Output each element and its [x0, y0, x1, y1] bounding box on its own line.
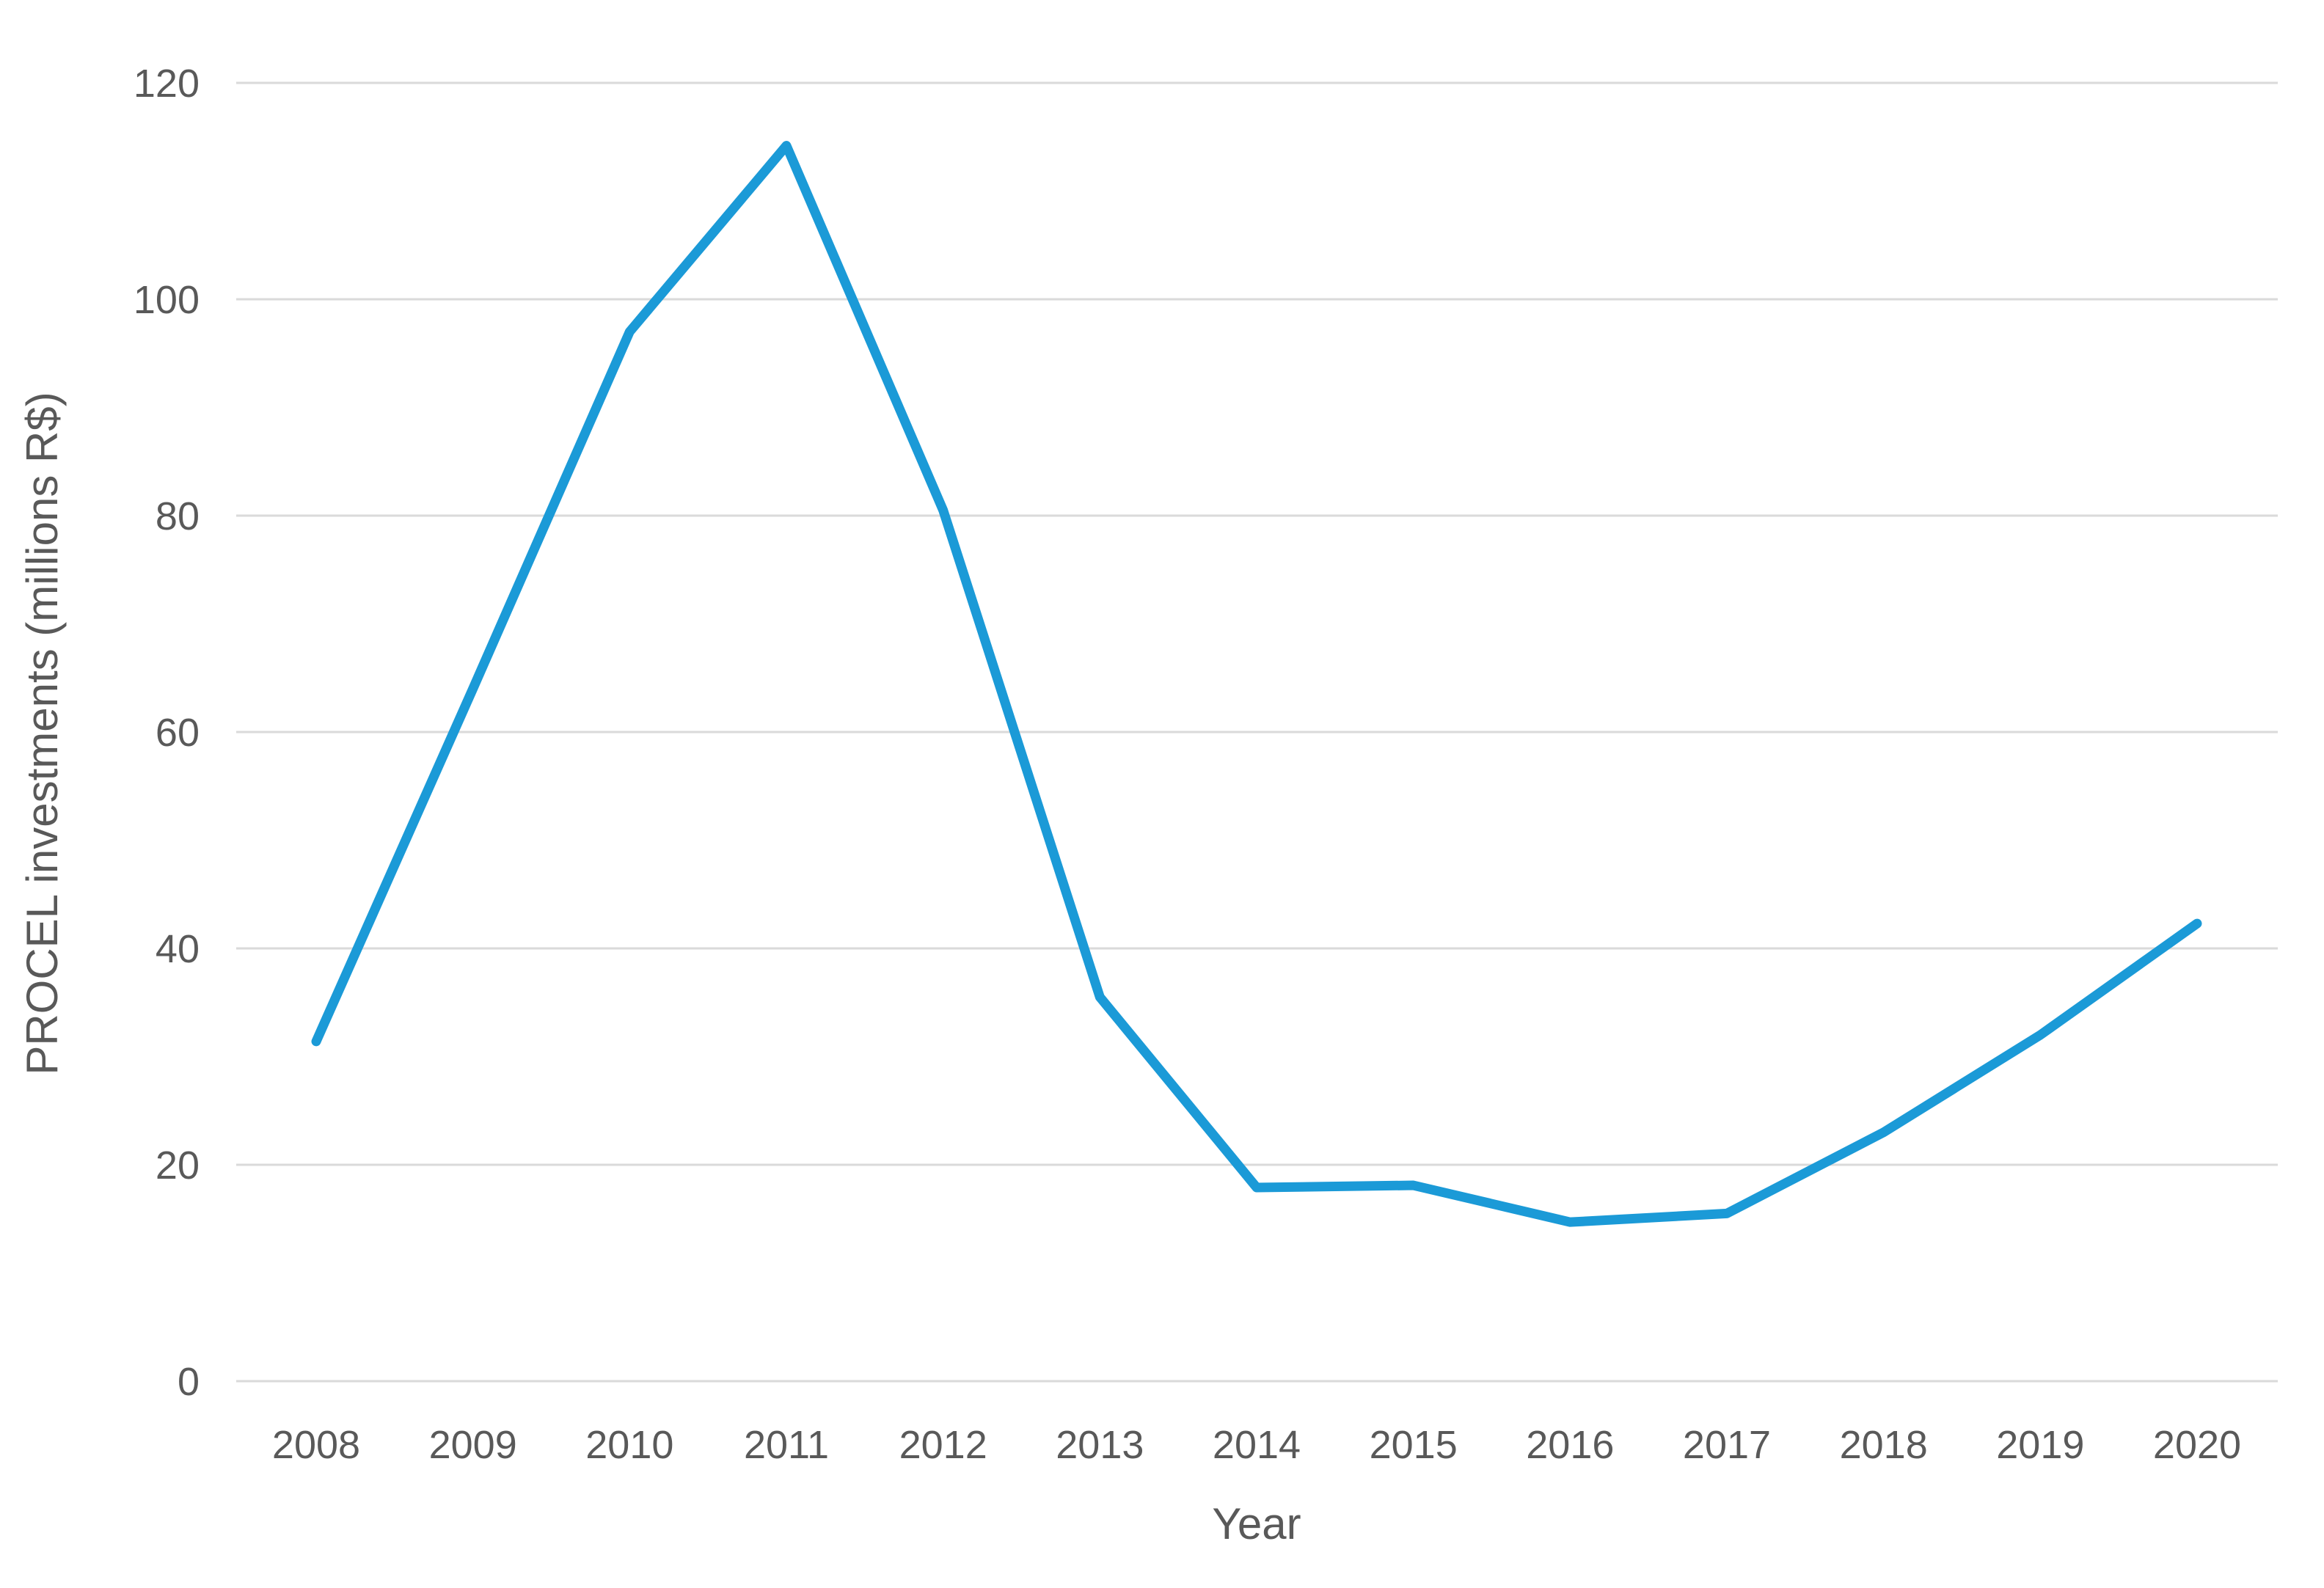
y-axis-title: PROCEL investments (millions R$) [18, 392, 67, 1075]
x-axis-tick-labels: 2008 2009 2010 2011 2012 2013 2014 2015 2016 2017… [272, 1423, 2241, 1467]
data-line [311, 141, 2202, 1227]
y-tick-label: 120 [134, 62, 200, 106]
x-tick-label: 2014 [1213, 1423, 1301, 1467]
y-tick-label: 20 [156, 1144, 200, 1188]
x-tick-label: 2012 [899, 1423, 987, 1467]
gridline-group [236, 81, 2278, 1383]
x-tick-label: 2017 [1683, 1423, 1771, 1467]
y-axis-tick-labels: 0 20 40 60 80 100 120 [134, 62, 200, 1404]
x-tick-label: 2008 [272, 1423, 360, 1467]
x-tick-label: 2009 [429, 1423, 517, 1467]
x-tick-label: 2018 [1840, 1423, 1928, 1467]
x-tick-label: 2020 [2153, 1423, 2241, 1467]
x-tick-label: 2016 [1526, 1423, 1614, 1467]
y-tick-label: 0 [178, 1360, 200, 1404]
x-axis-title: Year [1212, 1499, 1301, 1548]
x-tick-label: 2010 [585, 1423, 673, 1467]
y-tick-label: 100 [134, 278, 200, 322]
y-tick-label: 40 [156, 927, 200, 971]
y-tick-label: 60 [156, 711, 200, 755]
x-tick-label: 2011 [744, 1423, 829, 1467]
y-tick-label: 80 [156, 494, 200, 538]
x-tick-label: 2013 [1056, 1423, 1144, 1467]
x-tick-label: 2019 [1996, 1423, 2084, 1467]
x-tick-label: 2015 [1370, 1423, 1458, 1467]
data-series-group [311, 141, 2202, 1227]
